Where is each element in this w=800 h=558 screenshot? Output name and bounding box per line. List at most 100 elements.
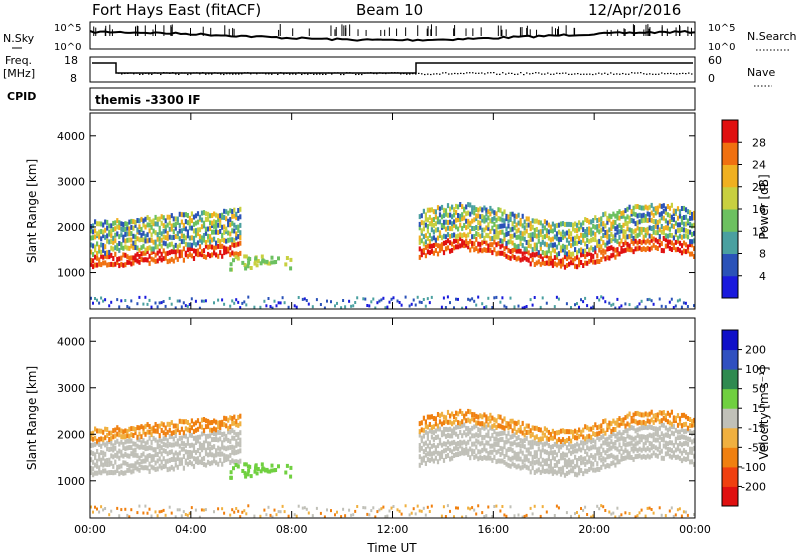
rti-cell	[457, 424, 460, 430]
rti-cell	[608, 239, 611, 245]
rti-cell	[570, 222, 573, 228]
rti-cell	[658, 242, 661, 248]
rti-cell	[106, 462, 109, 467]
rti-cell	[676, 508, 679, 512]
rti-cell	[574, 240, 577, 246]
rti-cell	[227, 210, 230, 216]
rti-cell	[634, 204, 637, 210]
rti-cell	[598, 467, 601, 472]
rti-cell	[126, 221, 129, 227]
rti-cell	[122, 227, 125, 232]
rti-cell	[622, 441, 625, 447]
rti-cell	[487, 296, 490, 300]
rti-cell	[507, 239, 510, 245]
rti-cell	[124, 226, 127, 232]
cpid-label: CPID	[7, 90, 36, 103]
rti-cell	[497, 230, 500, 236]
rti-cell	[618, 251, 621, 257]
nave-point	[241, 73, 243, 75]
rti-cell	[164, 431, 167, 437]
rti-cell	[98, 261, 101, 267]
rti-cell	[162, 442, 165, 447]
rti-cell	[136, 258, 139, 264]
rti-cell	[660, 437, 663, 442]
rti-cell	[243, 509, 246, 513]
rti-cell	[590, 460, 593, 466]
rti-cell	[684, 428, 688, 434]
rti-cell	[301, 297, 304, 301]
rti-cell	[598, 298, 601, 302]
rti-cell	[555, 462, 559, 468]
rti-cell	[207, 418, 210, 424]
rti-cell	[549, 468, 552, 474]
rti-cell	[98, 452, 101, 458]
rti-cell	[632, 249, 635, 255]
rti-cell	[98, 442, 101, 447]
rti-cell	[565, 429, 569, 435]
rti-cell	[686, 436, 690, 442]
rti-cell	[561, 442, 565, 448]
rti-cell	[293, 513, 296, 517]
rti-cell	[650, 226, 653, 231]
rti-cell	[146, 439, 149, 445]
rti-cell	[198, 451, 202, 457]
rti-cell	[509, 424, 512, 430]
rti-cell	[485, 207, 488, 213]
rti-cell	[493, 210, 496, 216]
rti-cell	[188, 242, 191, 248]
rti-cell	[446, 232, 450, 238]
nave-point	[259, 72, 261, 74]
rti-cell	[672, 442, 675, 448]
power-colorbar-label: Power [dB]	[757, 174, 771, 239]
rti-cell	[422, 226, 425, 232]
rti-cell	[334, 513, 336, 517]
rti-cell	[432, 209, 435, 215]
rti-cell	[584, 241, 587, 247]
rti-cell	[523, 463, 526, 469]
rti-cell	[652, 444, 655, 450]
rti-cell	[590, 515, 593, 518]
rti-cell	[668, 226, 671, 232]
rti-cell	[378, 299, 381, 303]
rti-cell	[557, 437, 561, 443]
rti-cell	[190, 235, 193, 241]
rti-cell	[354, 301, 357, 304]
rti-cell	[231, 420, 234, 426]
rti-cell	[100, 450, 103, 456]
rti-cell	[620, 228, 623, 234]
rti-cell	[104, 507, 107, 510]
rti-cell	[162, 228, 165, 234]
rti-cell	[150, 454, 153, 460]
rti-cell	[116, 450, 119, 456]
rti-cell	[531, 432, 534, 438]
rti-cell	[523, 457, 526, 463]
rti-cell	[505, 305, 508, 309]
rti-cell	[588, 433, 591, 439]
rti-cell	[198, 251, 202, 257]
rti-cell	[196, 456, 200, 462]
rti-cell	[420, 420, 423, 426]
nave-point	[670, 72, 672, 74]
rti-cell	[680, 434, 684, 440]
rti-cell	[638, 439, 641, 445]
rti-cell	[503, 459, 506, 465]
rti-cell	[513, 213, 516, 219]
rti-cell	[166, 259, 169, 265]
rti-cell	[272, 468, 276, 473]
rti-cell	[686, 244, 690, 250]
rti-cell	[114, 245, 117, 251]
rti-cell	[94, 452, 97, 458]
colorbar-segment	[722, 120, 738, 143]
rti-cell	[481, 447, 484, 453]
rti-cell	[176, 508, 179, 512]
rti-cell	[485, 240, 488, 246]
rti-cell	[501, 217, 504, 223]
rti-cell	[531, 454, 534, 460]
rti-cell	[636, 305, 639, 309]
rti-cell	[574, 428, 577, 434]
rti-cell	[126, 237, 129, 243]
rti-cell	[446, 439, 450, 445]
rti-cell	[537, 460, 540, 466]
rti-cell	[303, 506, 306, 510]
rti-cell	[444, 226, 448, 232]
